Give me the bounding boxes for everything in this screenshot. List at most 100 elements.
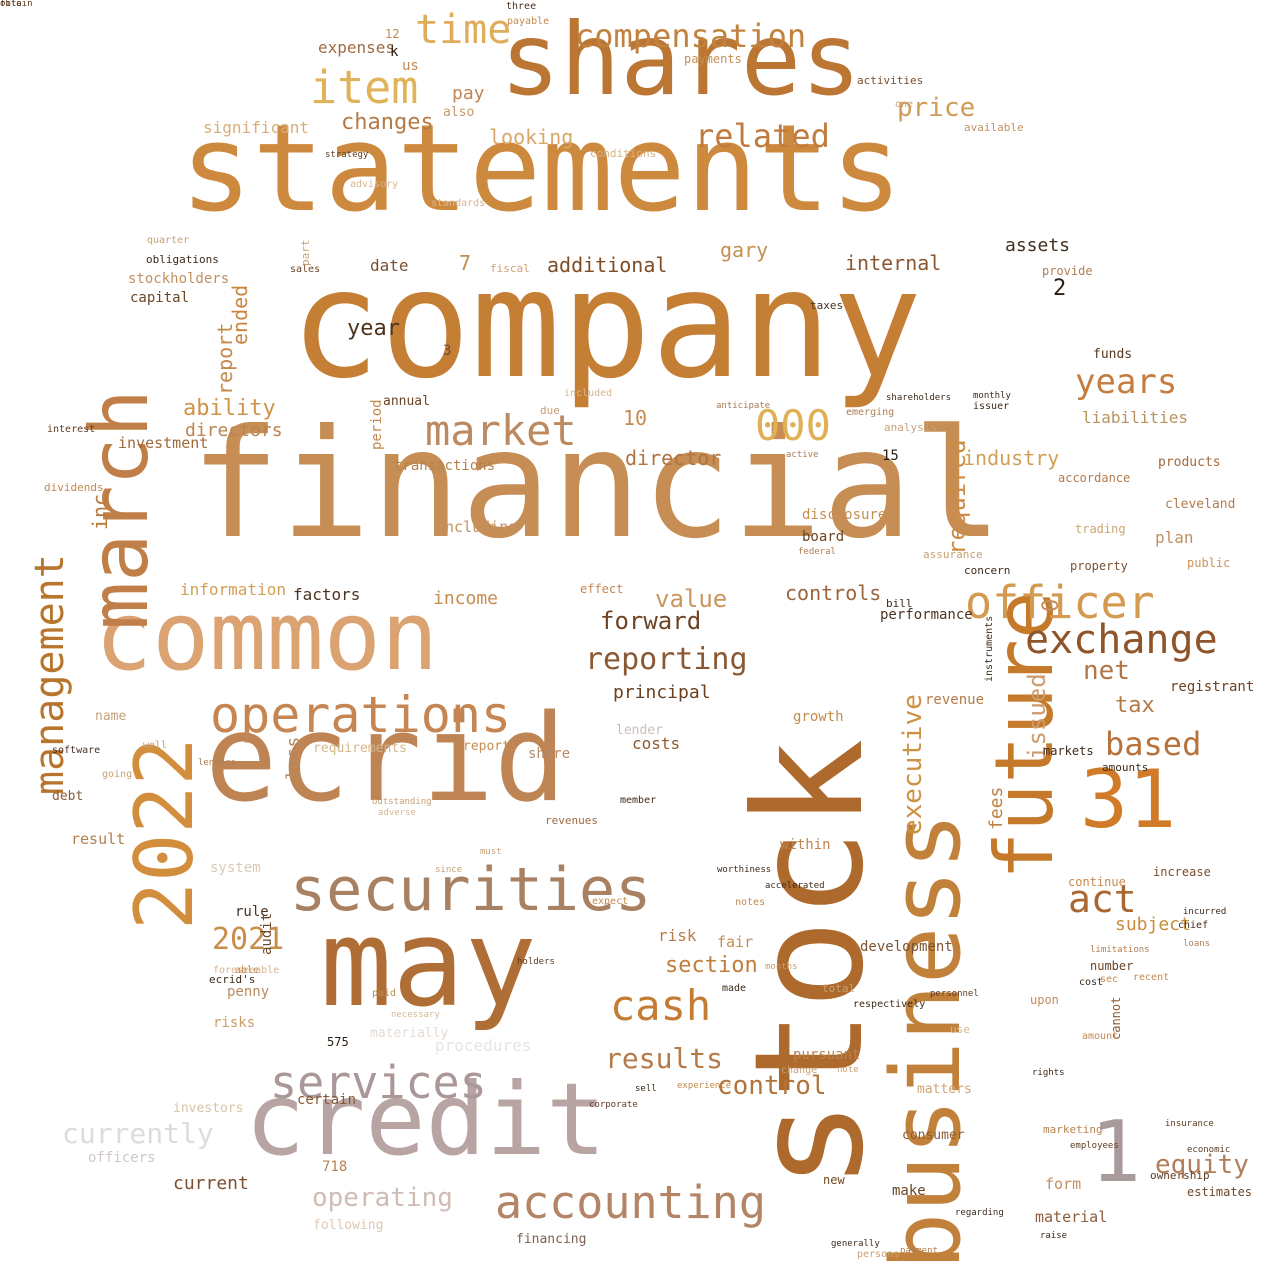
word-2021: 2021 [212,922,285,957]
word-718: 718 [322,1159,348,1175]
word-compensation: compensation [575,17,807,55]
word-use: use [950,1023,970,1036]
word-provide: provide [1042,264,1093,278]
word-amounts: amounts [1102,761,1149,774]
word-capital: capital [130,290,190,306]
word-management: management [27,554,73,795]
word-payments: payments [684,52,742,66]
word-make: make [892,1183,926,1199]
word-1: 1 [1090,1103,1142,1202]
word-related: related [695,117,830,155]
word-financial: financial [190,398,1003,572]
word-part: part [299,239,312,267]
word-2022: 2022 [118,737,211,930]
word-15: 15 [882,448,899,464]
word-rights: rights [1032,1068,1065,1078]
word-additional: additional [547,253,668,277]
word-respectively: respectively [853,999,926,1010]
word-upon: upon [1030,993,1059,1007]
word-emerging: emerging [846,407,895,418]
word-name: name [95,709,127,724]
word-worthiness: worthiness [717,865,772,875]
word-amount: amount [1082,1031,1119,1042]
word-k: k [390,44,399,60]
word-investors: investors [173,1101,244,1116]
word-based: based [1105,725,1202,763]
word-total: total [822,982,856,995]
word-cash: cash [610,981,712,1030]
word-services: services [270,1056,487,1109]
word-products: products [1158,455,1221,470]
word-materially: materially [370,1026,449,1041]
word-000: 000 [755,401,831,450]
word-fiscal: fiscal [490,262,530,275]
word-income: income [433,588,499,609]
word-able: able [235,965,260,976]
word-conditions: conditions [590,147,657,160]
word-accelerated: accelerated [765,881,825,891]
word-activities: activities [857,74,924,87]
word-form: form [1045,1175,1082,1193]
word-shareholders: shareholders [886,393,952,403]
word-note: note [837,1065,859,1075]
word-chief: chief [1178,920,1209,931]
word-significant: significant [203,118,309,137]
word-forward: forward [600,607,702,635]
word-officers: officers [88,1150,156,1166]
word-standards: standards [431,198,486,209]
word-must: must [480,847,502,857]
word-insurance: insurance [1165,1119,1214,1129]
word-plan: plan [1155,528,1194,547]
word-0: 0 [1039,598,1064,612]
word-strategy: strategy [325,150,369,160]
word-may: may [320,895,537,1034]
word-years: years [1075,362,1178,402]
word-one: one [895,99,914,110]
word-control: control [717,1071,827,1101]
word-following: following [313,1218,384,1233]
word-accounting: accounting [495,1176,766,1229]
word-regarding: regarding [955,1208,1004,1218]
word-31: 31 [1080,753,1177,846]
word-monthly: monthly [973,391,1011,401]
word-2: 2 [1053,276,1067,301]
word-made: made [722,983,747,994]
word-concern: concern [964,564,1011,577]
word-tax: tax [1115,693,1155,718]
word-property: property [1070,559,1128,573]
word-ability: ability [183,396,276,421]
word-expect: expect [592,896,629,907]
word-securities: securities [290,855,652,925]
word-sec: sec [1100,974,1119,985]
word-principal: principal [613,682,711,703]
word-holders: holders [517,957,555,967]
word-loss: loss [283,736,304,780]
word-incurred: incurred [1183,907,1227,917]
word-value: value [655,585,728,613]
word-expenses: expenses [318,38,396,57]
word-industry: industry [963,446,1060,470]
word-internal: internal [845,251,942,275]
word-foreseeable: foreseeable [213,965,280,976]
word-time: time [415,7,512,53]
word-personnel: personnel [930,989,979,999]
word-shares: shares [500,1,862,118]
word-10: 10 [623,406,648,430]
word-certain: certain [297,1092,357,1108]
word-employees: employees [1070,1141,1119,1151]
word-since: since [435,865,463,875]
word-looking: looking [489,125,574,149]
word-included: included [564,388,613,399]
word-cost: cost [1079,977,1104,988]
word-executive: executive [898,694,928,835]
word-generally: generally [831,1239,880,1249]
word-period: period [369,399,385,450]
word-lenders: lenders [198,758,236,768]
word-sell: sell [635,1084,657,1094]
word-well: well [143,740,168,751]
word-audit: audit [259,912,275,955]
word-act: act [1068,877,1137,921]
word-revenue: revenue [925,692,985,708]
word-requirements: requirements [313,741,407,756]
word-development: development [860,939,953,955]
